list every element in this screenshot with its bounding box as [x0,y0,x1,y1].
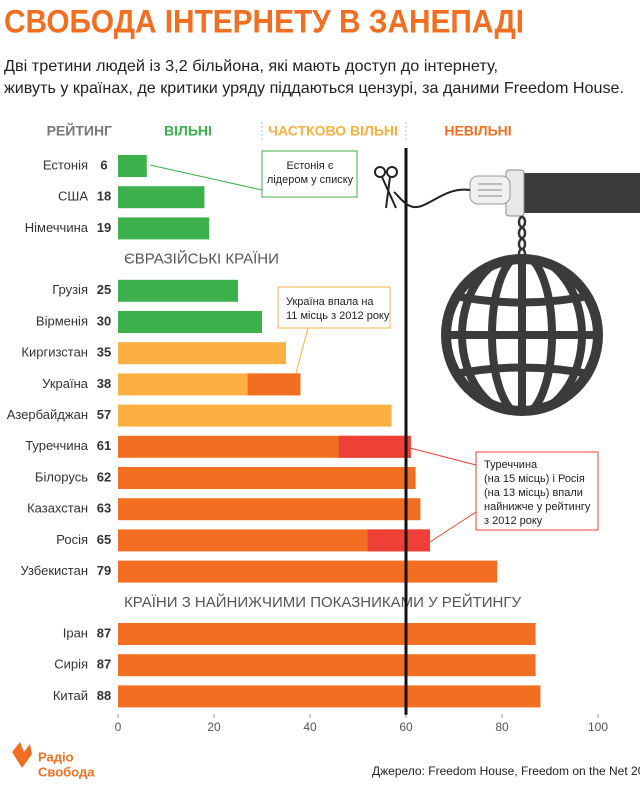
leader-line [409,447,477,466]
illustration [374,166,640,416]
zone-header: ВІЛЬНІ [164,123,212,139]
country-label: США [58,189,88,204]
country-label: Німеччина [25,220,89,235]
bar [118,155,147,177]
decline-segment [338,435,411,458]
rank-label: 25 [97,282,111,297]
annotation-text: Туреччина [484,459,538,471]
logo-text: Радіо [38,749,74,764]
leader-line [429,511,477,543]
annotation-text: найнижче у рейтингу [484,501,591,513]
annotation-text: Естонія є [287,160,334,172]
rank-label: 87 [97,625,111,640]
chart-title: СВОБОДА ІНТЕРНЕТУ В ЗАНЕПАДІ [4,3,524,39]
rank-label: 88 [97,688,111,703]
section-label: КРАЇНИ З НАЙНИЖЧИМИ ПОКАЗНИКАМИ У РЕЙТИН… [124,593,521,611]
x-tick-label: 20 [207,720,221,734]
country-label: Іран [63,625,88,640]
rank-label: 18 [97,189,111,204]
annotation-text: (на 15 місць) і Росія [484,473,585,485]
x-tick-label: 0 [115,720,122,734]
x-tick-label: 80 [495,720,509,734]
subtitle: живуть у країнах, де критики уряду підда… [4,80,624,97]
logo-text: Свобода [38,764,95,779]
country-label: Туреччина [25,438,89,453]
subtitle: Дві третини людей із 3,2 більйона, які м… [4,58,498,75]
bar [118,435,411,458]
bar [118,560,498,583]
country-label: Білорусь [35,469,88,484]
bar [118,467,416,489]
bar [118,279,238,302]
rank-label: 30 [97,313,111,328]
bar [118,623,536,645]
bar [118,186,205,209]
section-label: ЄВРАЗІЙСЬКІ КРАЇНИ [124,250,279,268]
bar [118,498,421,521]
rank-label: 57 [97,407,111,422]
bar [118,342,286,365]
bar [118,217,210,240]
country-label: Узбекистан [20,563,88,578]
leader-line [149,164,263,191]
annotation-box [277,286,391,329]
decline-segment [247,373,301,396]
leader-line [295,327,309,374]
annotation-text: з 2012 року [484,515,543,527]
rank-label: 62 [97,469,111,484]
zone-header: ЧАСТКОВО ВІЛЬНІ [268,123,398,139]
country-label: Росія [56,532,88,547]
country-label: Киргизстан [21,345,88,360]
bar [118,654,536,677]
rank-label: 6 [100,157,107,172]
rank-label: 19 [97,220,111,235]
country-label: Вірменія [36,313,88,328]
annotation-text: (на 13 місць) впали [484,487,583,499]
annotation-box [475,451,599,531]
rank-label: 61 [97,438,111,453]
logo: Радіо Свобода [12,742,95,779]
bar [118,685,541,708]
country-label: Казахстан [27,501,88,516]
country-label: Китай [53,688,88,703]
rank-label: 79 [97,563,111,578]
annotation-text: Україна впала на [286,296,374,308]
country-label: Україна [42,376,89,391]
rank-label: 38 [97,376,111,391]
source: Джерело: Freedom House, Freedom on the N… [372,764,640,778]
rank-label: 63 [97,501,111,516]
bar [118,529,430,552]
annotation-text: лідером у списку [267,174,354,186]
country-label: Сирія [54,657,88,672]
x-tick-label: 100 [588,720,608,734]
annotation-text: 11 місць з 2012 року [286,310,390,322]
bar [118,311,262,333]
country-label: Азербайджан [7,407,88,422]
rank-label: 87 [97,657,111,672]
x-tick-label: 40 [303,720,317,734]
country-label: Естонія [43,157,88,172]
bar [118,404,392,427]
rank-label: 35 [97,345,111,360]
decline-segment [367,529,430,552]
zone-header: НЕВІЛЬНІ [444,123,511,139]
rank-label: 65 [97,532,111,547]
rank-header: РЕЙТИНГ [47,122,112,139]
annotation-box [261,150,358,198]
country-label: Грузія [52,282,88,297]
x-tick-label: 60 [399,720,413,734]
